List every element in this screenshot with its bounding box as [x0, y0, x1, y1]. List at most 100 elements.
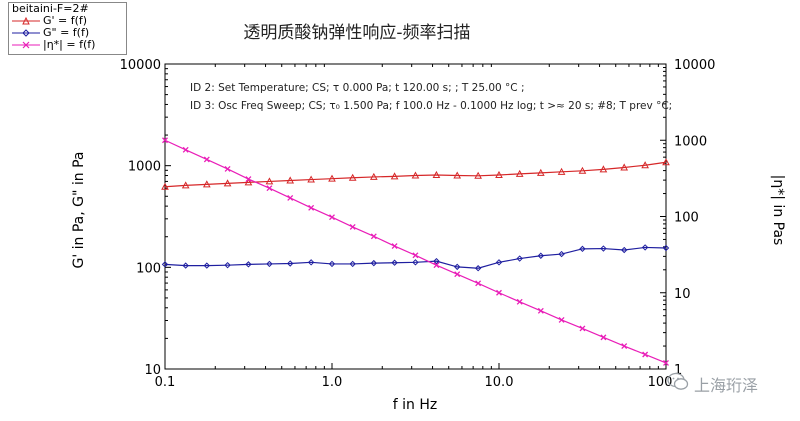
- data-point: [266, 260, 273, 268]
- watermark-text: 上海珩泽: [694, 376, 759, 395]
- y2-tick-label: 10000: [674, 58, 715, 73]
- axes: 0.1 1.0 10.0 100 10 100 1000 10000 1 10 100 1000 100…: [120, 58, 716, 390]
- x-tick-label: 0.1: [155, 375, 176, 390]
- data-point: [329, 214, 335, 221]
- legend-item-g-prime: G' = f(f): [9, 15, 126, 27]
- data-point: [453, 171, 462, 179]
- data-point: [663, 360, 669, 366]
- legend: beitaini-F=2# G' = f(f) G" = f(f) |η*| =…: [8, 2, 127, 55]
- data-point: [433, 262, 440, 269]
- data-point: [662, 158, 670, 166]
- data-point: [203, 262, 211, 269]
- data-point: [391, 259, 398, 266]
- y-tick-label: 10: [144, 363, 161, 378]
- data-point: [558, 250, 565, 258]
- watermark: 上海珩泽: [667, 372, 758, 396]
- y2-tick-label: 100: [674, 211, 699, 226]
- data-point: [308, 204, 315, 211]
- legend-swatch-diamond: [12, 29, 40, 37]
- data-point: [496, 289, 502, 296]
- data-point: [515, 169, 524, 177]
- data-point: [286, 176, 295, 184]
- legend-swatch-triangle: [12, 16, 40, 25]
- data-point: [348, 173, 357, 181]
- data-point: [328, 260, 336, 268]
- data-point: [474, 265, 482, 272]
- y2-tick-label: 1000: [674, 134, 707, 149]
- data-point: [287, 195, 294, 201]
- data-point: [286, 260, 294, 267]
- data-point: [620, 163, 629, 171]
- data-point: [369, 172, 378, 180]
- data-point: [474, 171, 482, 179]
- data-point: [265, 177, 274, 185]
- data-point: [370, 233, 377, 240]
- data-point: [370, 259, 378, 267]
- data-point: [600, 245, 607, 252]
- data-point: [244, 178, 253, 186]
- data-point: [224, 261, 231, 269]
- legend-item-g-double-prime: G" = f(f): [9, 27, 126, 39]
- data-point: [181, 181, 190, 189]
- chart-title: 透明质酸钠弹性响应-频率扫描: [243, 23, 470, 43]
- data-point: [516, 298, 523, 305]
- data-point: [224, 166, 231, 172]
- x-tick-label: 10.0: [485, 375, 514, 390]
- data-point: [578, 166, 587, 174]
- data-point: [391, 243, 398, 249]
- data-point: [495, 259, 503, 266]
- series-line-0: [164, 161, 667, 188]
- data-point: [223, 179, 232, 187]
- series-layer: [161, 137, 670, 366]
- legend-label: G" = f(f): [43, 26, 90, 39]
- legend-title: beitaini-F=2#: [12, 2, 89, 15]
- y-tick-label: 1000: [128, 160, 161, 175]
- data-point: [162, 137, 168, 144]
- data-point: [516, 255, 523, 262]
- data-point: [161, 261, 169, 268]
- annotation-block: ID 2: Set Temperature; CS; τ 0.000 Pa; t…: [190, 82, 672, 112]
- data-point: [161, 182, 169, 190]
- data-point: [245, 176, 252, 182]
- data-point: [453, 263, 461, 271]
- legend-label: |η*| = f(f): [43, 38, 96, 51]
- data-point: [599, 165, 608, 173]
- annotation-line: ID 3: Osc Freq Sweep; CS; τ₀ 1.500 Pa; f…: [190, 100, 672, 112]
- y2-tick-label: 1: [674, 363, 682, 378]
- y2-tick-label: 10: [674, 287, 691, 302]
- data-point: [641, 244, 649, 251]
- data-point: [390, 172, 399, 180]
- data-point: [266, 185, 273, 192]
- data-point: [579, 245, 586, 253]
- y-tick-label: 10000: [120, 58, 161, 73]
- data-point: [182, 146, 189, 153]
- data-point: [433, 257, 440, 265]
- data-point: [182, 262, 189, 269]
- series-line-1: [164, 246, 667, 269]
- wechat-logo: [667, 372, 689, 396]
- data-point: [245, 261, 252, 268]
- data-point: [432, 170, 441, 178]
- x-tick-label: 100: [648, 375, 673, 390]
- data-point: [475, 280, 482, 287]
- data-point: [412, 259, 419, 266]
- annotation-line: ID 2: Set Temperature; CS; τ 0.000 Pa; t…: [190, 82, 525, 94]
- data-point: [349, 223, 356, 230]
- data-point: [203, 156, 210, 163]
- data-point: [411, 171, 420, 179]
- legend-label: G' = f(f): [43, 14, 88, 27]
- data-point: [536, 168, 545, 176]
- data-point: [454, 271, 461, 278]
- x-axis-label: f in Hz: [393, 397, 437, 413]
- data-point: [495, 170, 503, 178]
- data-point: [579, 325, 586, 332]
- data-point: [620, 246, 628, 254]
- legend-swatch-x: [12, 41, 40, 49]
- data-point: [307, 259, 315, 266]
- data-point: [537, 307, 544, 314]
- data-point: [642, 351, 649, 358]
- data-point: [600, 334, 607, 341]
- legend-item-eta: |η*| = f(f): [9, 39, 126, 51]
- y2-axis-label: |η*| in Pas: [770, 175, 786, 246]
- data-point: [662, 244, 670, 252]
